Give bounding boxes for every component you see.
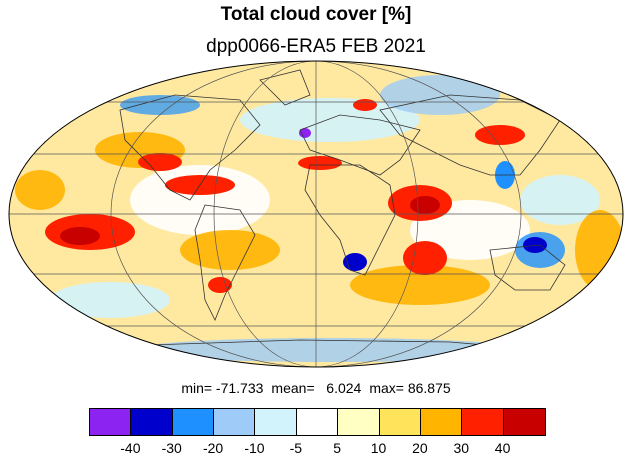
stat-mean: mean= 6.024: [271, 380, 362, 396]
colorbar-tick-label: 40: [494, 440, 511, 456]
colorbar-tick-label: -5: [289, 440, 303, 456]
colorbar-tick-label: 5: [333, 440, 342, 456]
colorbar-swatch: [379, 409, 421, 435]
colorbar-ticks: -40 -30 -20 -10 -5 5 10 20 30 40: [89, 440, 544, 458]
colorbar-swatch: [131, 409, 173, 435]
colorbar-swatch: [338, 409, 380, 435]
graticule: [9, 61, 623, 367]
colorbar-tick-label: 10: [370, 440, 387, 456]
stat-max: max= 86.875: [369, 380, 451, 396]
colorbar-tick-label: -10: [244, 440, 265, 456]
colorbar: [89, 408, 546, 436]
colorbar-swatch: [172, 409, 215, 435]
cloud-cover-map: [8, 60, 624, 368]
chart-subtitle: dpp0066-ERA5 FEB 2021: [206, 36, 426, 57]
chart-title: Total cloud cover [%]: [220, 4, 412, 25]
colorbar-swatch: [214, 409, 256, 435]
colorbar-tick-label: -40: [120, 440, 141, 456]
colorbar-swatch: [255, 409, 297, 435]
colorbar-tick-label: 30: [453, 440, 470, 456]
colorbar-swatch: [503, 409, 545, 435]
colorbar-swatch: [420, 409, 463, 435]
globe-outline: [8, 60, 624, 368]
stat-min: min= -71.733: [181, 380, 264, 396]
colorbar-swatch: [90, 409, 132, 435]
colorbar-tick-label: 20: [412, 440, 428, 456]
statistics-line: min= -71.733 mean= 6.024 max= 86.875: [0, 380, 632, 396]
colorbar-tick-label: -30: [161, 440, 182, 456]
colorbar-swatch: [462, 409, 504, 435]
colorbar-swatch: [296, 409, 339, 435]
colorbar-tick-label: -20: [202, 440, 224, 456]
